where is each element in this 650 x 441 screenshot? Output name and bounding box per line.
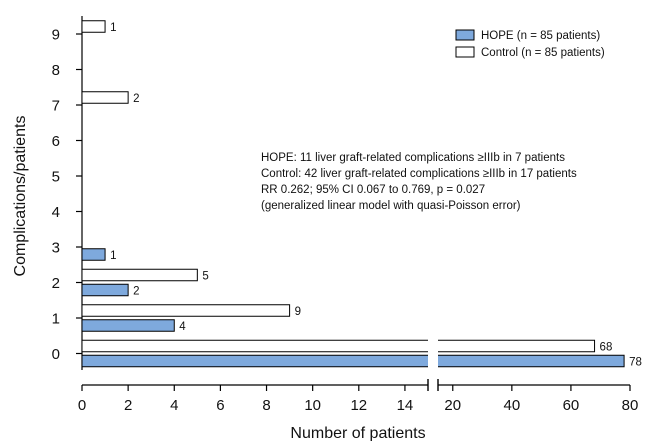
annotation: HOPE: 11 liver graft-related complicatio… <box>261 152 577 212</box>
x-tick-label: 80 <box>622 397 639 414</box>
legend-swatch-hope <box>455 29 475 41</box>
x-tick-label: 8 <box>262 397 270 414</box>
bar-control <box>81 339 596 353</box>
x-tick-label: 4 <box>170 397 178 414</box>
data-label-hope: 1 <box>110 250 116 262</box>
x-tick-label: 10 <box>304 397 321 414</box>
annotation-line-3: RR 0.262; 95% CI 0.067 to 0.769, p = 0.0… <box>261 184 485 196</box>
data-label-hope: 78 <box>629 356 642 368</box>
legend-label-hope: HOPE (n = 85 patients) <box>481 30 600 42</box>
bar-hope <box>81 283 129 297</box>
y-axis: 0 1 2 3 4 5 6 7 8 9 <box>52 16 83 370</box>
annotation-line-4: (generalized linear model with quasi-Poi… <box>261 200 521 212</box>
bar-hope <box>81 319 175 332</box>
y-ticks: 0 1 2 3 4 5 6 7 8 9 <box>52 27 82 363</box>
data-label-control: 5 <box>202 270 208 282</box>
y-tick-label: 2 <box>52 275 60 292</box>
data-label-control: 68 <box>600 341 613 353</box>
x-ticks: 0 2 4 6 8 10 12 14 20 40 60 80 <box>78 385 639 414</box>
data-label-control: 2 <box>133 93 139 105</box>
x-tick-label: 40 <box>504 397 521 414</box>
x-tick-label: 20 <box>444 397 461 414</box>
bar-hope <box>81 354 625 368</box>
x-tick-label: 12 <box>350 397 367 414</box>
bar-control <box>81 20 106 33</box>
bar-control <box>81 268 198 282</box>
y-tick-label: 5 <box>52 169 60 186</box>
x-tick-label: 0 <box>78 397 86 414</box>
x-axis-title: Number of patients <box>290 425 425 441</box>
x-tick-label: 2 <box>124 397 132 414</box>
bar-control <box>81 91 129 104</box>
annotation-line-1: HOPE: 11 liver graft-related complicatio… <box>261 152 565 164</box>
y-tick-label: 7 <box>52 98 60 115</box>
legend: HOPE (n = 85 patients) Control (n = 85 p… <box>455 29 605 59</box>
y-tick-label: 0 <box>52 346 60 363</box>
data-labels: 78 68 4 9 2 5 1 2 1 <box>110 22 642 369</box>
axis-break-gap <box>428 336 438 371</box>
x-tick-label: 14 <box>397 397 414 414</box>
data-label-control: 9 <box>295 306 301 318</box>
y-tick-label: 9 <box>52 27 60 44</box>
x-tick-label: 60 <box>563 397 580 414</box>
y-tick-label: 8 <box>52 62 60 79</box>
y-tick-label: 6 <box>52 133 60 150</box>
bar-control <box>81 304 291 317</box>
x-tick-label: 6 <box>216 397 224 414</box>
y-axis-title: Complications/patients <box>12 116 29 277</box>
y-tick-label: 1 <box>52 311 60 328</box>
bar-hope <box>81 248 106 261</box>
data-label-hope: 2 <box>133 285 139 297</box>
data-label-control: 1 <box>110 22 116 34</box>
annotation-line-2: Control: 42 liver graft-related complica… <box>261 168 577 180</box>
legend-label-control: Control (n = 85 patients) <box>481 47 605 59</box>
y-tick-label: 4 <box>52 204 60 221</box>
data-label-hope: 4 <box>179 321 186 333</box>
y-tick-label: 3 <box>52 240 60 257</box>
bars <box>81 20 625 371</box>
x-axis: 0 2 4 6 8 10 12 14 20 40 60 80 <box>78 379 639 414</box>
legend-swatch-control <box>455 46 475 58</box>
